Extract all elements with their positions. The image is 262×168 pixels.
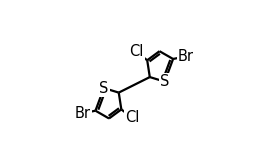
Text: S: S [99, 81, 108, 96]
Text: Cl: Cl [129, 44, 143, 59]
Text: Br: Br [178, 49, 194, 64]
Text: S: S [160, 74, 169, 89]
Text: Cl: Cl [125, 110, 140, 125]
Text: Br: Br [74, 106, 91, 121]
